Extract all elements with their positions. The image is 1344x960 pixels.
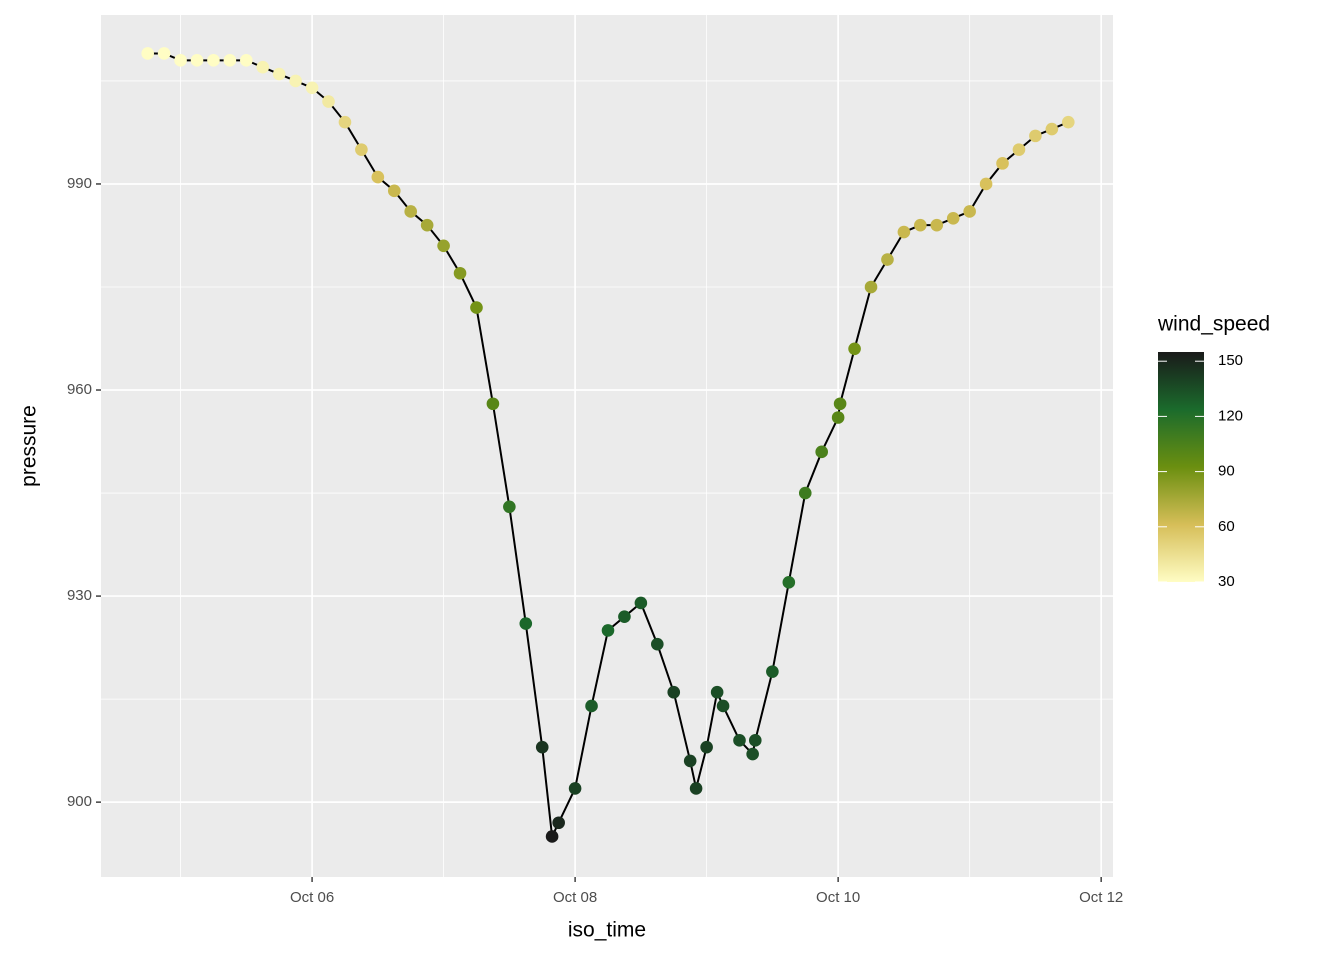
y-tick-label: 930 [67, 587, 92, 604]
point [798, 486, 812, 500]
point [453, 266, 467, 280]
point [437, 239, 450, 253]
point [710, 685, 724, 699]
x-tick-label: Oct 10 [816, 889, 860, 906]
point [207, 54, 220, 67]
point [930, 218, 944, 232]
point [766, 665, 779, 678]
point [470, 301, 483, 314]
point [601, 624, 615, 637]
point [683, 754, 697, 768]
point [651, 637, 664, 651]
point [486, 397, 500, 411]
point [174, 54, 187, 67]
point [946, 212, 960, 225]
point [305, 81, 319, 95]
point [833, 397, 847, 411]
point [240, 54, 253, 67]
y-tick-label: 900 [67, 793, 92, 810]
grid [101, 15, 1113, 877]
point [568, 782, 582, 795]
point [545, 830, 559, 843]
colorbar-tick-label: 60 [1218, 518, 1235, 535]
point [1029, 129, 1042, 143]
point [979, 177, 993, 191]
point [746, 747, 759, 761]
point [996, 157, 1009, 170]
colorbar-tick-label: 90 [1218, 463, 1235, 480]
panel-background [101, 15, 1113, 877]
point [223, 54, 237, 67]
point [748, 734, 762, 747]
point [831, 411, 845, 424]
point [897, 225, 911, 239]
point [585, 699, 598, 713]
point [552, 816, 565, 830]
point [338, 115, 352, 129]
colorbar-tick-label: 150 [1218, 352, 1243, 369]
point [848, 342, 861, 356]
point [322, 95, 335, 108]
y-tick-label: 960 [67, 381, 92, 398]
point [289, 74, 302, 88]
point [864, 280, 878, 294]
point [503, 500, 516, 514]
point [689, 782, 703, 795]
marks [141, 47, 1075, 843]
point [700, 740, 713, 754]
y-axis-title: pressure [18, 405, 41, 487]
point [1061, 115, 1075, 129]
point [963, 205, 976, 218]
point [355, 143, 368, 156]
point [1012, 143, 1026, 156]
point [404, 205, 418, 218]
point [387, 184, 401, 198]
point [881, 253, 894, 266]
x-axis-title: iso_time [568, 919, 646, 942]
colorbar [1158, 352, 1204, 582]
colorbar-tick-label: 120 [1218, 407, 1243, 424]
point [272, 67, 286, 81]
point [815, 445, 828, 459]
colorbar-tick-label: 30 [1218, 573, 1235, 590]
x-tick-label: Oct 06 [290, 889, 334, 906]
legend-title: wind_speed [1157, 313, 1270, 336]
point [371, 170, 385, 184]
point [535, 740, 549, 754]
point [141, 47, 154, 60]
point [914, 218, 927, 232]
y-tick-label: 990 [67, 175, 92, 192]
point [667, 685, 681, 699]
point [190, 54, 204, 67]
point [420, 218, 434, 232]
legend: 30 60 90 120 150 [1158, 352, 1243, 590]
x-tick-label: Oct 08 [553, 889, 597, 906]
point [782, 576, 796, 589]
point [618, 610, 631, 623]
point [157, 47, 171, 60]
point [519, 617, 533, 630]
point [733, 734, 746, 747]
point [716, 699, 730, 713]
point [256, 60, 270, 74]
point [1045, 122, 1059, 136]
point [634, 596, 648, 610]
x-tick-label: Oct 12 [1079, 889, 1123, 906]
